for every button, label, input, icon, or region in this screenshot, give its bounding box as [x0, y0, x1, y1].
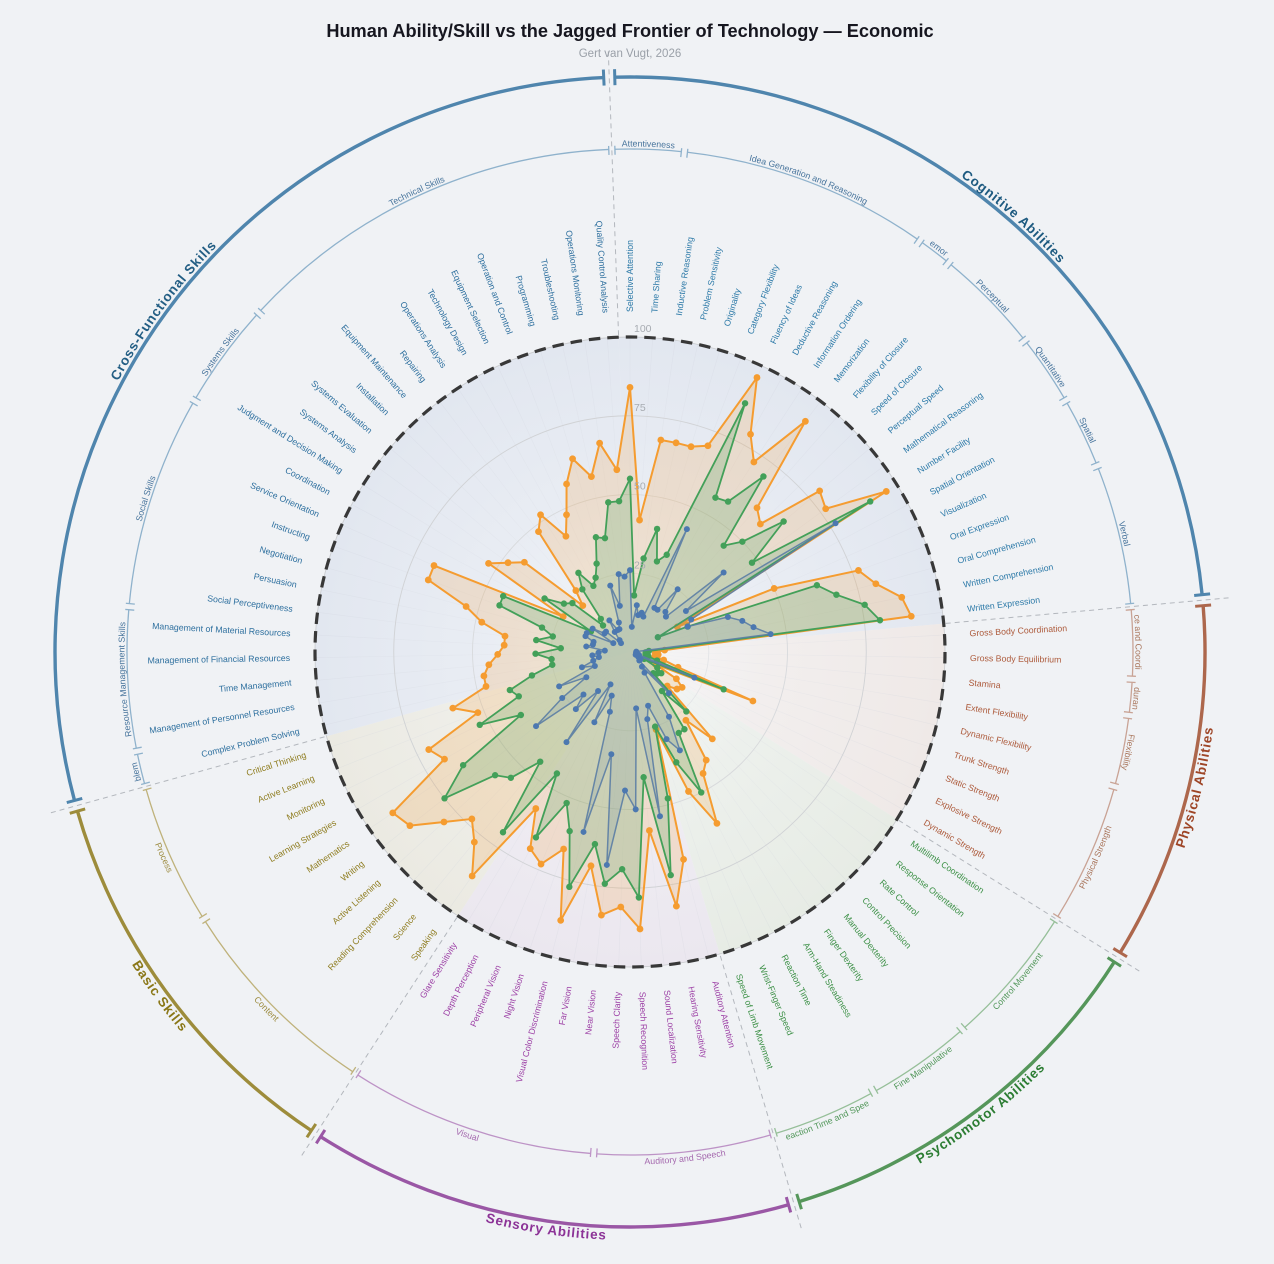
svg-text:50: 50	[634, 481, 646, 493]
svg-text:Human Ability/Skill vs the Jag: Human Ability/Skill vs the Jagged Fronti…	[326, 21, 933, 41]
svg-text:Gross Body Equilibrium: Gross Body Equilibrium	[970, 653, 1062, 665]
svg-text:Selective Attention: Selective Attention	[625, 240, 635, 312]
svg-text:Gert van Vugt, 2026: Gert van Vugt, 2026	[579, 48, 682, 60]
svg-text:Speech Clarity: Speech Clarity	[610, 991, 622, 1049]
svg-text:25: 25	[634, 559, 646, 571]
svg-text:100: 100	[634, 323, 652, 335]
svg-text:75: 75	[634, 402, 646, 414]
